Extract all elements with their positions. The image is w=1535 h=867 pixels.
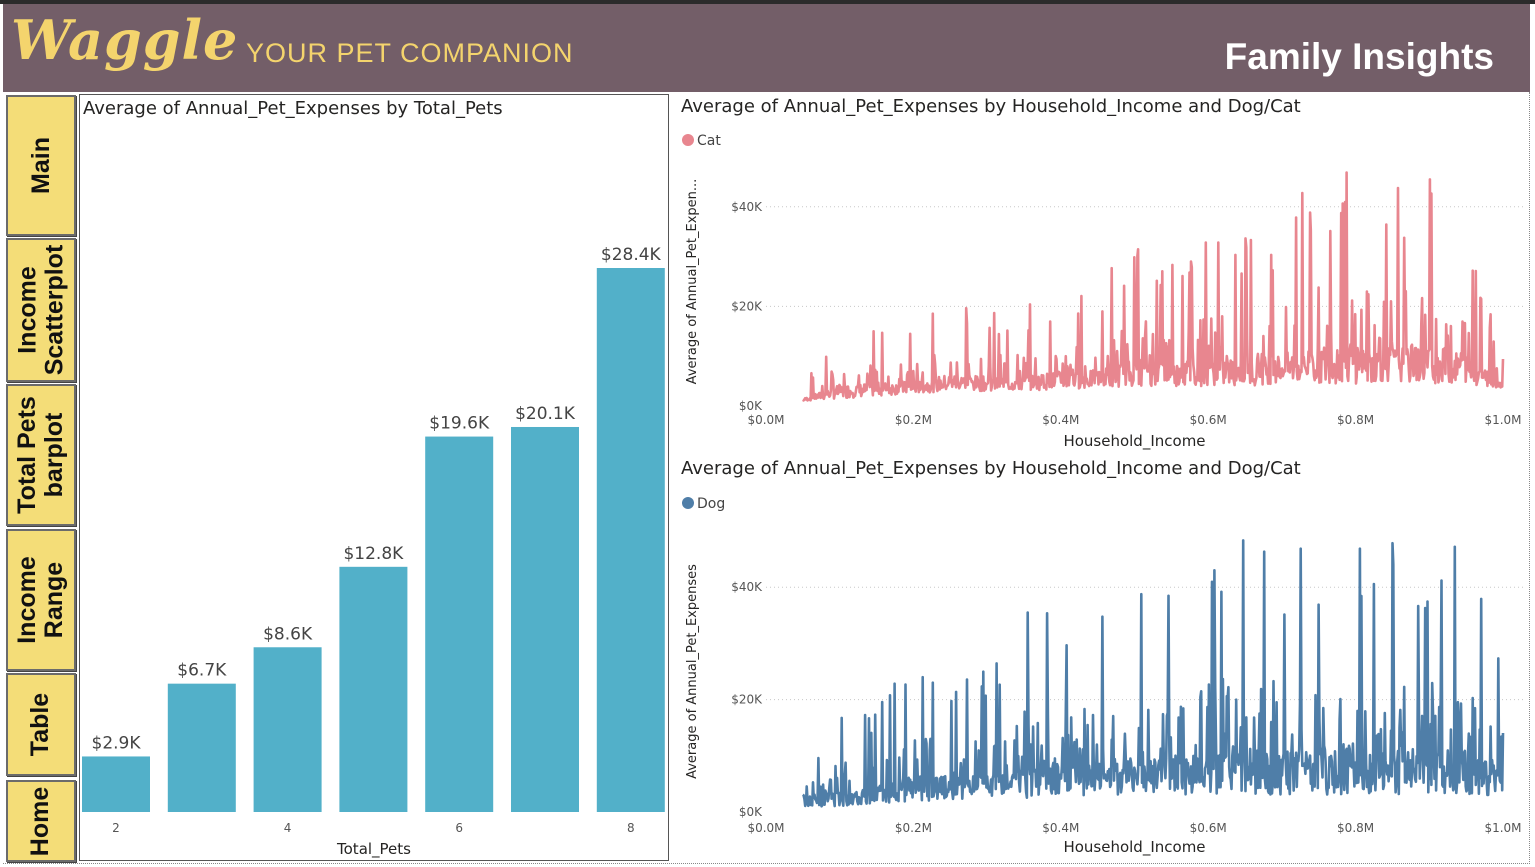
- x-tick-label: $1.0M: [1484, 821, 1521, 835]
- bar-data-label: $6.7K: [177, 661, 227, 681]
- cat-line-chart[interactable]: Cat $0K $20K $40K $0.0M $0.2M $0.4M $0.6M $0.8M $…: [676, 122, 1528, 456]
- nav-button-label: Total Pets barplot: [13, 396, 68, 514]
- bar-7: [511, 426, 579, 812]
- x-axis-title: Total_Pets: [336, 840, 411, 859]
- y-axis-title: Average of Annual_Pet_Expen...: [685, 179, 700, 385]
- legend-label: Cat: [697, 133, 721, 149]
- legend-marker: [682, 134, 694, 146]
- nav-button-label: Home: [26, 786, 55, 856]
- y-tick-label: $0K: [739, 399, 763, 413]
- nav-button-label: Income Range: [13, 556, 68, 644]
- side-navigation: Main Income Scatterplot Total Pets barpl…: [3, 94, 79, 864]
- window-top-border: [0, 0, 1535, 4]
- x-tick-label: $0.6M: [1190, 821, 1227, 835]
- bar-6: [425, 436, 494, 812]
- bar-8: [596, 268, 665, 812]
- header-banner: Waggle YOUR PET COMPANION Family Insight…: [3, 4, 1530, 92]
- nav-button-total-pets-barplot[interactable]: Total Pets barplot: [6, 384, 76, 526]
- nav-button-label: Main: [26, 137, 55, 194]
- legend-label: Dog: [697, 496, 725, 512]
- bar-5: [339, 566, 408, 812]
- x-tick-label: 8: [627, 821, 635, 835]
- x-tick-label: $0.2M: [895, 413, 932, 427]
- cat-chart-title: Average of Annual_Pet_Expenses by Househ…: [681, 96, 1301, 117]
- brand-logo: Waggle: [11, 8, 239, 72]
- y-tick-label: $40K: [731, 580, 763, 594]
- bar-4: [253, 647, 322, 812]
- y-tick-label: $40K: [731, 200, 763, 214]
- x-tick-label: 2: [112, 821, 120, 835]
- bar-data-label: $28.4K: [601, 245, 662, 265]
- y-tick-label: $20K: [731, 299, 763, 313]
- x-tick-label: $0.4M: [1042, 821, 1079, 835]
- x-tick-label: 4: [284, 821, 292, 835]
- nav-button-income-range[interactable]: Income Range: [6, 529, 76, 671]
- x-tick-label: $0.0M: [747, 821, 784, 835]
- x-tick-label: $0.4M: [1042, 413, 1079, 427]
- nav-button-home[interactable]: Home: [6, 780, 76, 862]
- nav-button-main[interactable]: Main: [6, 95, 76, 236]
- series-line-dog: [802, 539, 1505, 808]
- bar-data-label: $20.1K: [515, 404, 576, 424]
- bar-chart: $2.9K $6.7K $8.6K $12.8K $19.6K $20.1K $28.4K 2…: [82, 245, 665, 859]
- bar-data-label: $2.9K: [92, 733, 142, 753]
- x-tick-label: $0.6M: [1190, 413, 1227, 427]
- bar-data-label: $19.6K: [429, 414, 490, 434]
- page-title: Family Insights: [1224, 36, 1494, 77]
- x-tick-label: $0.8M: [1337, 413, 1374, 427]
- x-axis-title: Household_Income: [1063, 432, 1205, 451]
- x-tick-label: $1.0M: [1484, 413, 1521, 427]
- dog-line-chart[interactable]: Dog $0K $20K $40K $0.0M $0.2M $0.4M $0.6M $0.8M $…: [676, 486, 1528, 860]
- nav-button-table[interactable]: Table: [6, 673, 76, 776]
- x-tick-label: 6: [455, 821, 463, 835]
- brand-tagline: YOUR PET COMPANION: [246, 38, 574, 68]
- legend-marker: [682, 497, 694, 509]
- bar-chart-title: Average of Annual_Pet_Expenses by Total_…: [83, 98, 503, 119]
- bar-data-label: $8.6K: [263, 624, 313, 644]
- x-tick-label: $0.0M: [747, 413, 784, 427]
- y-tick-label: $0K: [739, 805, 763, 819]
- dog-chart-title: Average of Annual_Pet_Expenses by Househ…: [681, 458, 1301, 479]
- x-axis-title: Household_Income: [1063, 838, 1205, 857]
- y-tick-label: $20K: [731, 693, 763, 707]
- x-tick-label: $0.2M: [895, 821, 932, 835]
- nav-button-income-scatterplot[interactable]: Income Scatterplot: [6, 238, 76, 382]
- y-axis-title: Average of Annual_Pet_Expenses: [685, 564, 700, 779]
- bar-data-label: $12.8K: [343, 544, 404, 564]
- x-tick-label: $0.8M: [1337, 821, 1374, 835]
- bar-3: [167, 683, 236, 812]
- nav-button-label: Table: [26, 692, 55, 757]
- series-line-cat: [802, 171, 1505, 402]
- nav-button-label: Income Scatterplot: [13, 244, 68, 376]
- bar-2: [82, 756, 150, 812]
